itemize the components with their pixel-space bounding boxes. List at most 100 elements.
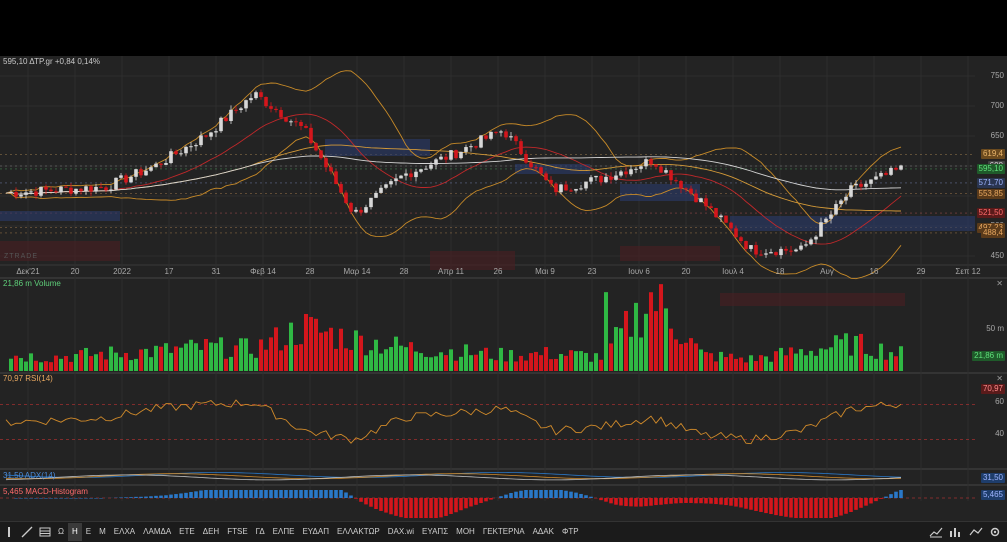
- candle-body: [749, 245, 753, 249]
- volume-bar: [874, 359, 878, 371]
- toolbar-item[interactable]: Ω: [54, 523, 68, 541]
- candle-body: [199, 135, 203, 145]
- toolbar-item[interactable]: ΑΔΑΚ: [529, 523, 558, 541]
- macd-bar: [774, 498, 778, 515]
- candle-body: [379, 188, 383, 193]
- volume-bar: [444, 355, 448, 371]
- toolbar-item[interactable]: ΕΤΕ: [175, 523, 199, 541]
- macd-bar: [539, 490, 543, 498]
- volume-bar: [214, 343, 218, 371]
- toolbar-item[interactable]: ΓΔ: [252, 523, 269, 541]
- volume-bar: [734, 359, 738, 371]
- candle-body: [524, 154, 528, 163]
- volume-bar: [159, 347, 163, 371]
- macd-bar: [844, 498, 848, 514]
- candle-body: [764, 253, 768, 254]
- zone-rect: [730, 216, 975, 231]
- toolbar-item[interactable]: ΓΕΚΤΕΡΝΑ: [479, 523, 529, 541]
- candle-body: [704, 198, 708, 206]
- candle-body: [494, 132, 498, 133]
- cursor-icon[interactable]: [0, 523, 18, 541]
- volume-bar: [409, 342, 413, 371]
- macd-bar: [894, 492, 898, 498]
- macd-bar: [234, 490, 238, 498]
- macd-bar: [369, 498, 373, 507]
- volume-bar: [374, 340, 378, 371]
- candle-body: [409, 173, 413, 177]
- volume-bar: [154, 346, 158, 371]
- volume-bar: [759, 355, 763, 371]
- volume-bar: [129, 360, 133, 371]
- top-black-bar: [0, 0, 1007, 56]
- candle-body: [509, 136, 513, 137]
- candle-body: [534, 167, 538, 168]
- candle-body: [589, 177, 593, 181]
- volume-bar: [74, 354, 78, 371]
- macd-bar: [249, 490, 253, 498]
- toolbar-item[interactable]: Η: [68, 523, 82, 541]
- candle-body: [714, 208, 718, 217]
- candle-body: [369, 198, 373, 207]
- toolbar-item[interactable]: ΕΛΛΑΚΤΩΡ: [333, 523, 384, 541]
- volume-bar: [259, 339, 263, 371]
- indicators-icon[interactable]: [949, 526, 963, 538]
- chart-canvas[interactable]: [0, 56, 1007, 521]
- volume-bar: [194, 343, 198, 371]
- toolbar-item[interactable]: DAX.wi: [384, 523, 418, 541]
- volume-bar: [659, 284, 663, 371]
- toolbar-item[interactable]: ΜΟΗ: [452, 523, 479, 541]
- macd-bar: [14, 498, 18, 499]
- volume-bar: [314, 319, 318, 371]
- toolbar-item[interactable]: Ε: [82, 523, 95, 541]
- close-icon[interactable]: ✕: [996, 374, 1003, 383]
- time-tick-label: Μαι 9: [535, 267, 555, 276]
- toolbar-item[interactable]: ΔΕΗ: [199, 523, 223, 541]
- macd-bar: [319, 490, 323, 498]
- chart-type-icon[interactable]: [929, 526, 943, 538]
- close-icon[interactable]: ✕: [996, 279, 1003, 288]
- price-tick-label: 700: [991, 101, 1004, 110]
- macd-bar: [359, 498, 363, 502]
- toolbar-item[interactable]: FTSE: [223, 523, 251, 541]
- volume-bar: [859, 334, 863, 371]
- candle-body: [144, 171, 148, 176]
- toolbar-item[interactable]: ΕΛΠΕ: [269, 523, 299, 541]
- volume-bar: [209, 343, 213, 371]
- macd-bar: [574, 493, 578, 498]
- volume-bar: [634, 303, 638, 371]
- volume-bar: [124, 353, 128, 371]
- candle-body: [149, 167, 153, 171]
- price-level-box: 595,10: [977, 164, 1005, 174]
- toolbar-item[interactable]: Μ: [95, 523, 110, 541]
- macd-bar: [49, 498, 53, 499]
- settings-icon[interactable]: [989, 526, 1001, 538]
- candle-body: [479, 135, 483, 147]
- toolbar-item[interactable]: ΕΥΔΑΠ: [298, 523, 333, 541]
- volume-bar: [339, 329, 343, 371]
- macd-bar: [389, 498, 393, 514]
- volume-bar: [594, 353, 598, 371]
- volume-bar: [869, 356, 873, 371]
- volume-bar: [679, 344, 683, 371]
- macd-bar: [834, 498, 838, 517]
- toolbar-item[interactable]: ΕΥΑΠΣ: [418, 523, 452, 541]
- candle-body: [809, 239, 813, 244]
- candle-body: [224, 118, 228, 121]
- toolbar-item[interactable]: ΕΛΧΑ: [110, 523, 139, 541]
- volume-bar: [439, 352, 443, 371]
- macd-bar: [354, 498, 358, 499]
- candle-body: [449, 150, 453, 160]
- macd-bar: [799, 498, 803, 518]
- watermark: ZTRADE: [4, 253, 38, 260]
- toolbar-item[interactable]: ΦΤΡ: [558, 523, 583, 541]
- macd-bar: [204, 490, 208, 498]
- time-tick-label: 20: [71, 267, 80, 276]
- table-icon[interactable]: [36, 523, 54, 541]
- trendline-icon[interactable]: [18, 523, 36, 541]
- compare-icon[interactable]: [969, 526, 983, 538]
- toolbar-item[interactable]: ΛΑΜΔΑ: [139, 523, 175, 541]
- macd-bar: [869, 498, 873, 503]
- bollinger-upper: [6, 71, 901, 225]
- volume-bar: [584, 353, 588, 371]
